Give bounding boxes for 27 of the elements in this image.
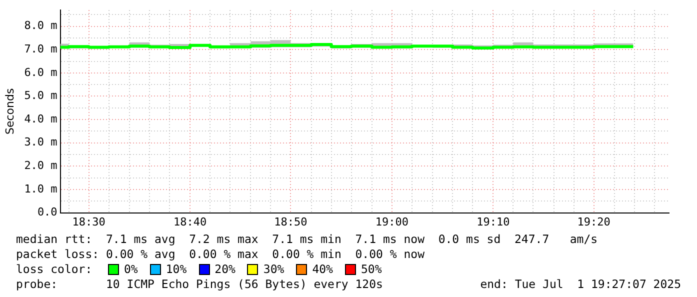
x-tick-label: 18:30 (72, 215, 106, 228)
y-tick-label: 5.0 m (24, 89, 58, 102)
y-tick-label: 0.0 (37, 206, 58, 219)
y-tick-label: 8.0 m (24, 19, 58, 32)
text: 40% (312, 262, 333, 277)
text: 10% (166, 262, 187, 277)
x-tick-label: 19:20 (577, 215, 610, 228)
y-axis-title: Seconds (3, 88, 16, 135)
y-tick-label: 7.0 m (24, 42, 58, 56)
y-tick-label: 4.0 m (24, 112, 58, 126)
text: median rtt: 7.1 ms avg 7.2 ms max 7.1 ms min 7.1 ms now 0.0 ms sd 247.7 am/s (16, 232, 599, 247)
y-tick-label: 2.0 m (24, 159, 58, 172)
x-tick-label: 18:40 (173, 215, 207, 228)
text: probe: 10 ICMP Echo Pings (56 Bytes) every 120s (16, 277, 383, 292)
text: 20% (214, 262, 236, 277)
y-tick-label: 1.0 m (24, 182, 58, 196)
x-tick-label: 19:10 (476, 215, 510, 228)
text: loss color: (16, 262, 94, 277)
text: packet loss: 0.00 % avg 0.00 % max 0.00 % min 0.00 % now (16, 247, 426, 262)
x-tick-label: 18:50 (274, 215, 308, 228)
y-tick-label: 3.0 m (24, 136, 58, 149)
text: 30% (263, 262, 284, 277)
y-tick-label: 6.0 m (24, 66, 58, 79)
text: 50% (360, 262, 382, 277)
x-tick-label: 19:00 (375, 215, 408, 228)
text: 0% (124, 262, 138, 277)
text: end: Tue Jul 1 19:27:07 2025 (480, 277, 681, 292)
